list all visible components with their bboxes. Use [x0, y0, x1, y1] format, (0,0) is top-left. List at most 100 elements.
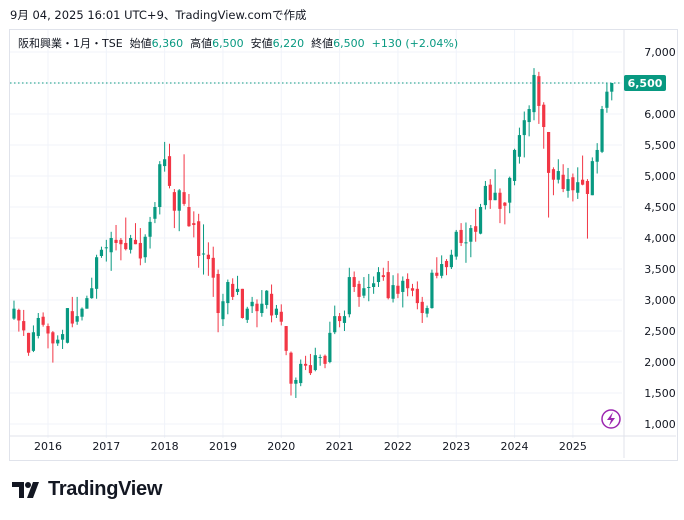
- candle-up: [313, 355, 317, 371]
- logo-text: TradingView: [48, 478, 163, 500]
- candle-up: [425, 308, 429, 314]
- candle-down: [435, 272, 439, 276]
- candle-up: [153, 207, 157, 219]
- y-tick-label: 2,500: [644, 325, 676, 338]
- candle-up: [163, 159, 167, 167]
- candle-up: [362, 288, 366, 296]
- candle-up: [342, 316, 347, 323]
- candle-down: [133, 239, 138, 245]
- x-tick-label: 2023: [442, 440, 470, 453]
- candle-up: [367, 286, 371, 288]
- y-tick-label: 3,500: [644, 263, 676, 276]
- symbol-legend: 阪和興業・1月・TSE 始値6,360 高値6,500 安値6,220 終値6,…: [18, 35, 458, 51]
- candle-up: [493, 192, 497, 201]
- candle-up: [464, 242, 468, 244]
- candle-down: [381, 275, 385, 278]
- candle-down: [503, 202, 507, 206]
- chart-frame: [9, 29, 678, 461]
- candle-up: [158, 164, 162, 207]
- candle-up: [250, 301, 254, 307]
- candle-up: [469, 228, 473, 242]
- y-tick-label: 4,500: [644, 201, 676, 214]
- candle-up: [449, 254, 453, 268]
- candle-down: [211, 257, 215, 278]
- candle-down: [498, 192, 502, 209]
- candle-down: [51, 332, 55, 344]
- candle-down: [585, 180, 590, 194]
- candle-up: [401, 280, 405, 292]
- candle-up: [99, 249, 104, 256]
- x-tick-label: 2024: [501, 440, 529, 453]
- candle-up: [226, 282, 230, 304]
- tradingview-logo-icon: [12, 481, 39, 498]
- candle-up: [391, 285, 395, 299]
- candle-up: [109, 238, 113, 253]
- candle-up: [517, 135, 522, 157]
- candle-down: [187, 207, 191, 227]
- candle-down: [41, 316, 45, 325]
- candle-down: [488, 184, 492, 201]
- candle-up: [221, 301, 225, 320]
- y-tick-label: 4,000: [644, 232, 676, 245]
- candle-down: [571, 177, 575, 191]
- candle-up: [75, 316, 79, 322]
- candle-up: [260, 303, 264, 314]
- candle-down: [255, 303, 259, 312]
- snapshot-caption: 9月 04, 2025 16:01 UTC+9、TradingView.comで…: [10, 8, 307, 22]
- y-tick-label: 7,000: [644, 46, 676, 59]
- candle-down: [119, 239, 123, 245]
- last-price-badge: [624, 75, 666, 91]
- candle-down: [323, 355, 327, 364]
- y-tick-label: 5,500: [644, 139, 676, 152]
- candle-down: [308, 365, 313, 374]
- y-tick-label: 1,000: [644, 418, 676, 431]
- candle-up: [454, 231, 458, 257]
- candle-down: [70, 311, 74, 324]
- candle-down: [420, 301, 424, 314]
- candle-up: [566, 179, 570, 191]
- candle-up: [508, 177, 512, 203]
- tradingview-logo[interactable]: TradingView: [12, 478, 162, 501]
- candle-down: [537, 76, 541, 106]
- candle-down: [406, 278, 410, 289]
- candle-up: [483, 185, 487, 206]
- change-value: +130 (+2.04%): [371, 37, 459, 50]
- candle-down: [167, 156, 172, 186]
- candle-up: [532, 74, 536, 113]
- candle-up: [605, 91, 609, 108]
- candle-down: [172, 192, 176, 211]
- candle-up: [80, 308, 84, 317]
- candle-up: [36, 317, 40, 336]
- candle-up: [65, 308, 70, 343]
- candle-down: [46, 326, 50, 334]
- candle-up: [143, 236, 147, 258]
- candle-up: [60, 334, 65, 340]
- open-value: 6,360: [151, 37, 184, 50]
- lightning-bolt-icon: [607, 412, 615, 426]
- candle-up: [376, 272, 381, 283]
- candle-down: [22, 321, 26, 331]
- x-tick-label: 2017: [92, 440, 120, 453]
- candle-up: [347, 277, 351, 315]
- x-tick-label: 2021: [326, 440, 354, 453]
- x-tick-label: 2019: [209, 440, 237, 453]
- candle-up: [610, 83, 614, 92]
- low-label: 安値: [250, 37, 273, 50]
- candle-up: [328, 332, 332, 362]
- candle-down: [138, 242, 142, 259]
- candle-up: [95, 257, 99, 289]
- high-label: 高値: [190, 37, 213, 50]
- x-tick-label: 2025: [559, 440, 587, 453]
- candle-down: [459, 229, 463, 243]
- candle-down: [546, 131, 551, 173]
- candle-down: [124, 242, 128, 250]
- candle-up: [235, 288, 240, 292]
- candle-down: [114, 239, 118, 243]
- candle-down: [182, 192, 186, 204]
- candle-up: [430, 272, 434, 309]
- candle-down: [542, 104, 546, 128]
- y-tick-label: 5,000: [644, 170, 676, 183]
- candle-down: [284, 326, 288, 351]
